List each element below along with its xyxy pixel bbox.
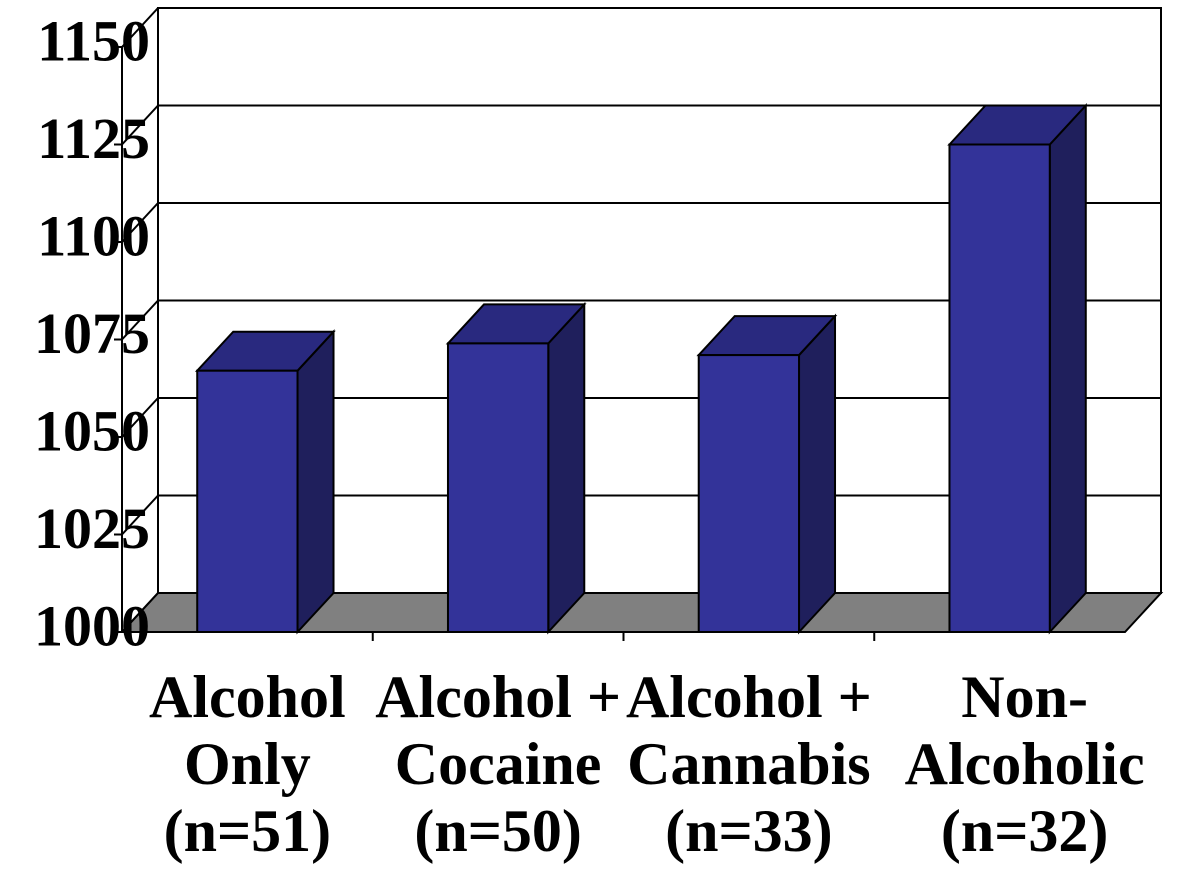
bar xyxy=(697,354,801,633)
x-tick-label: Cocaine xyxy=(395,731,602,797)
bar-side xyxy=(296,329,335,635)
x-tick-label: (n=32) xyxy=(941,798,1109,864)
x-tick-label: (n=33) xyxy=(665,798,833,864)
y-tick-label: 1125 xyxy=(37,106,150,171)
y-tick-label: 1025 xyxy=(34,496,150,561)
grid-line-side xyxy=(121,397,159,438)
x-tick-label: Non- xyxy=(961,664,1088,730)
bar-side xyxy=(1048,102,1087,635)
grid-line-side xyxy=(121,494,159,536)
grid-line-side xyxy=(121,202,159,243)
bar xyxy=(948,143,1051,633)
x-tick-label: Alcohol + xyxy=(626,664,872,730)
bar xyxy=(446,342,550,633)
bar-side xyxy=(547,301,586,635)
x-tick-label: (n=51) xyxy=(164,798,332,864)
grid-line-side xyxy=(121,299,159,341)
x-tick-label: Alcoholic xyxy=(905,731,1145,797)
y-tick-label: 1000 xyxy=(34,593,150,658)
y-tick-label: 1075 xyxy=(34,301,150,366)
y-tick-label: 1050 xyxy=(34,398,150,463)
y-tick-label: 1150 xyxy=(37,8,150,73)
x-tick-label: Alcohol + xyxy=(375,664,621,730)
grid-line-side xyxy=(121,7,159,48)
grid-line-side xyxy=(121,592,159,633)
x-tick-label: (n=50) xyxy=(414,798,582,864)
x-tick-label: Alcohol xyxy=(149,664,346,730)
y-tick-label: 1100 xyxy=(37,203,150,268)
grid-line-side xyxy=(121,104,159,146)
x-tick-label: Only xyxy=(184,731,311,797)
bar-side xyxy=(798,313,837,635)
x-tick-label: Cannabis xyxy=(627,731,870,797)
bar xyxy=(196,369,299,633)
